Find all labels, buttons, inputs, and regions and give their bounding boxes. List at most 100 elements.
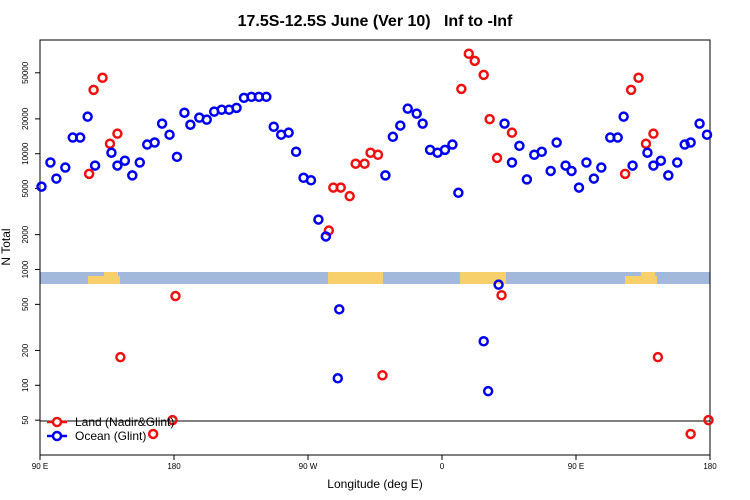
y-tick-label: 100 (21, 378, 30, 392)
point (703, 414, 714, 426)
point (618, 111, 629, 122)
point (82, 111, 93, 122)
point (350, 158, 361, 169)
point (156, 118, 168, 129)
point (536, 146, 548, 158)
point (640, 138, 652, 149)
point (642, 147, 653, 158)
point (380, 170, 391, 181)
point (619, 168, 631, 180)
point (97, 72, 108, 84)
point (596, 162, 607, 173)
y-tick-label: 50 (21, 415, 30, 424)
point (453, 187, 464, 199)
y-axis-label: N Total (0, 228, 13, 265)
point (566, 165, 577, 177)
point (313, 214, 324, 225)
point (491, 152, 503, 164)
point (625, 84, 637, 96)
point (334, 304, 345, 315)
y-tick-label: 10000 (21, 142, 30, 165)
point (447, 139, 458, 150)
point (551, 137, 562, 148)
point (456, 83, 467, 95)
point (463, 48, 475, 60)
point (88, 84, 99, 96)
point (179, 107, 190, 118)
point (36, 181, 47, 192)
point (493, 279, 504, 290)
point (359, 158, 370, 169)
y-tick-label: 200 (21, 343, 30, 357)
y-tick-label: 2000 (21, 225, 30, 243)
point (484, 113, 495, 125)
point (335, 182, 347, 193)
point (395, 120, 406, 131)
point (60, 162, 71, 173)
point (612, 132, 623, 143)
point (112, 128, 123, 139)
x-tick-label: 90 E (568, 462, 584, 471)
y-tick-label: 50000 (21, 61, 30, 84)
point (652, 351, 664, 363)
point (685, 428, 696, 440)
point (115, 351, 126, 363)
point (701, 129, 713, 140)
point (521, 174, 533, 185)
x-tick-label: 0 (440, 462, 445, 471)
point (332, 373, 344, 384)
point (167, 414, 178, 426)
point (685, 137, 696, 148)
chart-title: 17.5S-12.5S June (Ver 10) Inf to -Inf (238, 13, 513, 30)
point (344, 190, 355, 202)
x-tick-label: 90 E (32, 462, 48, 471)
point (402, 103, 414, 114)
y-tick-label: 20000 (21, 107, 30, 130)
point (633, 72, 644, 84)
point (496, 289, 507, 301)
x-tick-label: 90 W (299, 462, 318, 471)
point (478, 336, 489, 347)
point (51, 173, 62, 184)
point (89, 160, 101, 171)
legend-label: Land (Nadir&Glint) (75, 415, 174, 429)
point (648, 160, 659, 171)
point (74, 132, 86, 143)
point (261, 91, 272, 103)
y-tick-label: 500 (21, 297, 30, 311)
point (581, 157, 592, 168)
point (119, 155, 131, 166)
point (560, 160, 571, 171)
point (469, 55, 481, 67)
point (648, 128, 659, 139)
y-tick-label: 5000 (21, 179, 30, 197)
point (694, 118, 705, 129)
plot-frame (39, 39, 711, 456)
legend-label: Ocean (Glint) (75, 429, 146, 443)
legend-marker (51, 416, 63, 428)
point (83, 168, 95, 180)
point (482, 385, 494, 397)
point (372, 149, 384, 160)
point (679, 139, 690, 150)
point (320, 231, 332, 242)
point (164, 129, 175, 140)
point (439, 144, 451, 156)
point (573, 182, 585, 193)
point (112, 160, 123, 171)
point (283, 127, 294, 138)
point (506, 127, 518, 138)
point (627, 160, 638, 171)
point (106, 147, 117, 158)
point (411, 108, 422, 119)
point (387, 131, 399, 143)
point (663, 170, 674, 181)
point (45, 157, 56, 168)
point (478, 69, 489, 81)
point (134, 157, 146, 168)
coast-strip (40, 272, 710, 284)
point (499, 118, 510, 129)
point (377, 370, 388, 381)
point (149, 137, 160, 148)
